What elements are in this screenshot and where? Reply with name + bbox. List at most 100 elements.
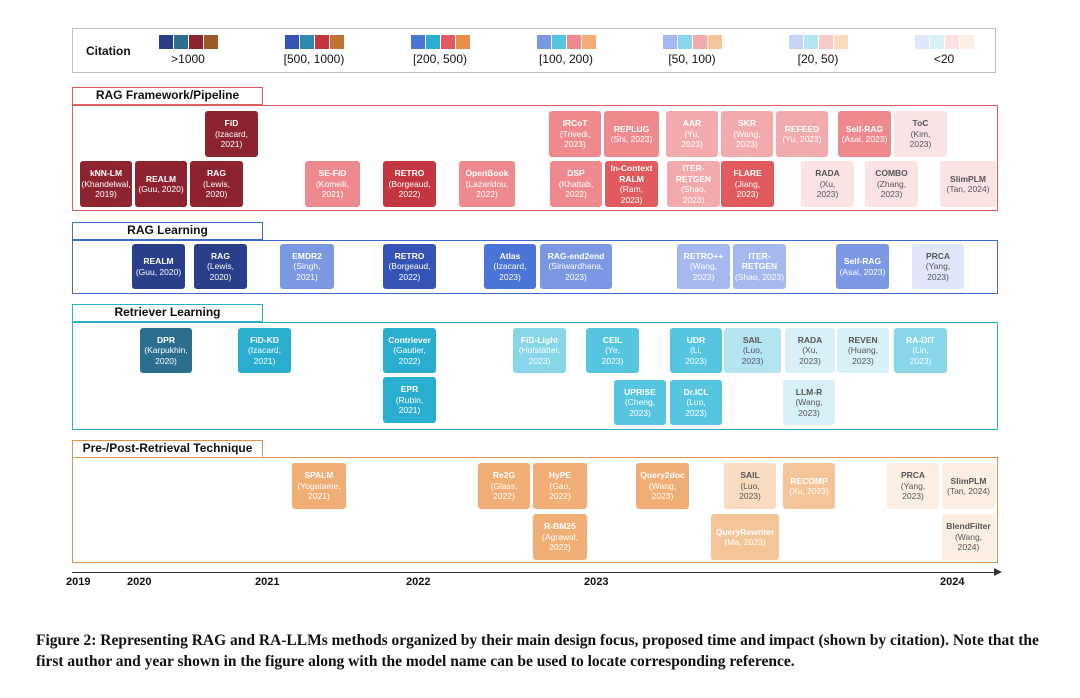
method-tile: PRCA (Yang, 2023) — [887, 463, 939, 509]
method-tile: PRCA (Yang, 2023) — [912, 244, 964, 289]
method-name: BlendFilter — [946, 521, 991, 532]
method-tile: RECOMP (Xu, 2023) — [783, 463, 835, 509]
method-name: HyPE — [548, 470, 572, 481]
method-name: SlimPLM — [950, 173, 986, 184]
method-name: UPRISE — [624, 386, 656, 397]
method-tile: R-BM25 (Agrawal, 2022) — [533, 514, 587, 560]
method-tile: Dr.ICL (Luo, 2023) — [670, 380, 722, 425]
method-author-year: (Xu, 2023) — [799, 345, 821, 366]
method-name: PRCA — [925, 250, 951, 261]
method-author-year: (Wang, 2023) — [733, 128, 761, 150]
method-tile: OpenBook (Lazaridou, 2022) — [459, 161, 515, 207]
method-tile: REPLUG (Shi, 2023) — [604, 111, 659, 157]
method-tile: Query2doc (Wang, 2023) — [636, 463, 689, 509]
method-name: kNN-LM — [89, 168, 123, 179]
method-tile: RAG (Lewis, 2020) — [190, 161, 243, 207]
method-name: UDR — [686, 334, 706, 345]
legend-swatch — [818, 35, 833, 49]
section-label: RAG Framework/Pipeline — [72, 87, 263, 105]
method-author-year: (Lin, 2023) — [909, 345, 932, 366]
method-author-year: (Gautier, 2022) — [393, 345, 426, 366]
legend-swatch — [536, 35, 551, 49]
method-name: RETRO — [394, 168, 425, 179]
method-author-year: (Luo, 2023) — [739, 480, 761, 502]
timeline-year-label: 2021 — [255, 576, 280, 588]
method-author-year: (Agrawal, 2022) — [542, 531, 578, 553]
legend-group: [50, 100) — [642, 35, 742, 66]
method-author-year: (Asai, 2023) — [841, 134, 888, 144]
method-author-year: (Kim, 2023) — [909, 128, 932, 150]
method-author-year: (Glass, 2022) — [490, 480, 518, 502]
method-name: RAG — [207, 168, 226, 179]
legend-swatch — [803, 35, 818, 49]
method-name: REALM — [145, 173, 177, 184]
figure-caption: Figure 2: Representing RAG and RA-LLMs m… — [36, 632, 1039, 670]
legend-swatch — [692, 35, 707, 49]
method-tile: SAIL (Luo, 2023) — [724, 463, 776, 509]
legend-swatches — [390, 35, 490, 49]
method-name: DPR — [157, 334, 175, 345]
legend-swatches — [138, 35, 238, 49]
method-tile: kNN-LM (Khandelwal, 2019) — [80, 161, 132, 207]
method-author-year: (Ma, 2023) — [724, 537, 766, 547]
method-name: REPLUG — [613, 123, 650, 134]
method-name: ToC — [912, 118, 929, 129]
method-name: R-BM25 — [544, 521, 576, 532]
method-tile: UPRISE (Cheng, 2023) — [614, 380, 666, 425]
method-tile: REALM (Guu, 2020) — [135, 161, 187, 207]
legend-label: [200, 500) — [412, 52, 468, 66]
timeline-year-label: 2019 — [66, 576, 91, 588]
method-author-year: (Yogatame, 2021) — [297, 480, 341, 502]
method-author-year: (Zhang, 2023) — [876, 178, 907, 200]
method-author-year: (Guu, 2020) — [138, 184, 184, 194]
legend-group: [500, 1000) — [264, 35, 364, 66]
method-author-year: (Khattab, 2022) — [558, 178, 594, 200]
legend-group: <20 — [894, 35, 994, 66]
method-author-year: (Shao, 2023) — [680, 184, 707, 205]
method-tile: Re2G (Glass, 2022) — [478, 463, 530, 509]
method-name: RECOMP — [790, 475, 828, 486]
method-name: RAG-end2end — [547, 250, 605, 261]
legend-swatch — [662, 35, 677, 49]
method-author-year: (Gao, 2022) — [549, 480, 571, 502]
method-tile: EMDR2 (Singh, 2021) — [280, 244, 334, 289]
method-author-year: (Izacard, 2023) — [493, 261, 527, 282]
timeline-year-label: 2023 — [584, 576, 609, 588]
method-name: SlimPLM — [950, 475, 987, 486]
legend-swatches — [894, 35, 994, 49]
legend-label: [100, 200) — [538, 52, 594, 66]
method-name: RA-DIT — [906, 334, 935, 345]
method-name: Re2G — [492, 470, 516, 481]
legend-group: [100, 200) — [516, 35, 616, 66]
method-tile: RETRO (Borgeaud, 2022) — [383, 244, 436, 289]
method-author-year: (Cheng, 2023) — [624, 397, 656, 418]
method-tile: REFEED (Yu, 2023) — [776, 111, 828, 157]
section-label: Pre-/Post-Retrieval Technique — [72, 440, 263, 458]
method-name: RAG — [211, 250, 230, 261]
method-tile: IRCoT (Trivedi, 2023) — [549, 111, 601, 157]
method-author-year: (Shao, 2023) — [734, 271, 785, 282]
method-name: DSP — [567, 168, 585, 179]
method-name: COMBO — [875, 168, 908, 179]
method-name: SAIL — [742, 334, 763, 345]
method-name: EMDR2 — [292, 250, 322, 261]
method-name: RETRO — [394, 250, 425, 261]
method-name: RADA — [815, 168, 840, 179]
method-tile: RA-DIT (Lin, 2023) — [894, 328, 947, 373]
method-author-year: (Hofstätter, 2023) — [518, 345, 561, 366]
method-name: FiD-KD — [250, 334, 279, 345]
method-author-year: (Jiang, 2023) — [734, 178, 761, 200]
legend-swatch — [173, 35, 188, 49]
legend-swatch — [959, 35, 974, 49]
method-author-year: (Siriwardhana, 2023) — [548, 261, 604, 282]
method-author-year: (Tan, 2024) — [946, 184, 990, 194]
section-box — [72, 240, 998, 294]
method-name: PRCA — [900, 470, 926, 481]
method-name: SE-FiD — [318, 168, 347, 179]
method-tile: HyPE (Gao, 2022) — [533, 463, 587, 509]
legend-swatch — [944, 35, 959, 49]
method-tile: UDR (Li, 2023) — [670, 328, 722, 373]
legend-swatch — [455, 35, 470, 49]
legend-group: [20, 50) — [768, 35, 868, 66]
method-tile: COMBO (Zhang, 2023) — [865, 161, 918, 207]
